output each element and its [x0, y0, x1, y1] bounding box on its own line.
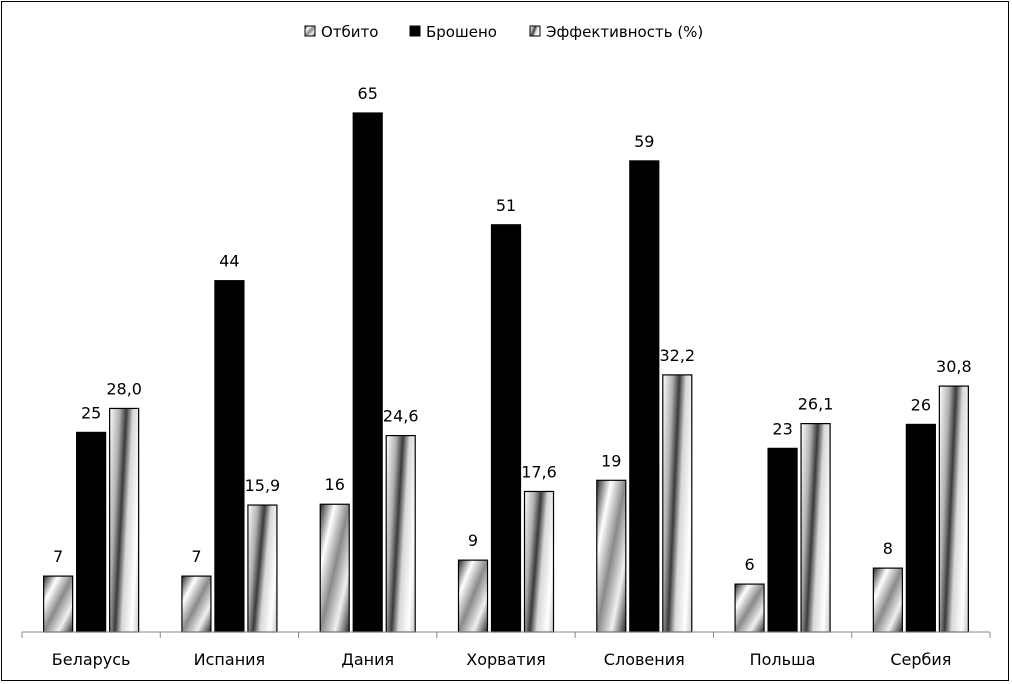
bar-1 [457, 559, 489, 633]
value-label: 9 [468, 531, 478, 550]
value-label: 28,0 [106, 379, 142, 398]
category-label: Испания [194, 650, 266, 669]
value-label: 23 [772, 419, 792, 438]
value-label: 6 [744, 555, 754, 574]
value-labels: 7 25 28,0 7 44 15,9 16 65 24,6 9 51 17,6 19 59 32,2 6 23… [53, 84, 972, 574]
category-labels: Беларусь Испания Дания Хорватия Словения Поль… [52, 650, 952, 669]
bar-2 [76, 431, 107, 633]
category-label: Дания [341, 650, 394, 669]
bar-3 [247, 504, 278, 633]
bar-1 [734, 583, 765, 633]
legend-label: Брошено [426, 23, 497, 41]
bar-1 [43, 575, 74, 633]
value-label: 7 [191, 547, 201, 566]
bar-2 [767, 447, 798, 633]
bar-1 [319, 503, 350, 633]
bar-2 [629, 160, 660, 633]
value-label: 26 [911, 395, 931, 414]
category-label: Хорватия [466, 650, 545, 669]
value-label: 17,6 [521, 462, 557, 481]
category-label: Польша [750, 650, 816, 669]
category-label: Беларусь [52, 650, 131, 669]
value-label: 32,2 [659, 346, 695, 365]
value-label: 8 [883, 539, 893, 558]
value-label: 51 [496, 196, 516, 215]
bars [43, 112, 969, 633]
legend-swatch [529, 25, 541, 37]
legend-swatch [304, 25, 316, 37]
legend-label: Отбито [321, 23, 378, 41]
bar-3 [109, 407, 140, 633]
x-ticks [21, 632, 991, 638]
legend-label: Эффективность (%) [546, 23, 703, 41]
bar-2 [490, 224, 522, 633]
bar-3 [938, 385, 969, 633]
value-label: 7 [53, 547, 63, 566]
value-label: 19 [601, 451, 621, 470]
bar-2 [214, 280, 245, 633]
category-label: Сербия [890, 650, 951, 669]
bar-1 [872, 567, 903, 633]
bar-2 [905, 423, 936, 633]
bar-3 [523, 490, 555, 633]
bar-3 [662, 374, 693, 633]
legend-swatch [409, 25, 421, 37]
bar-1 [181, 575, 212, 633]
value-label: 25 [81, 403, 101, 422]
bar-3 [800, 423, 831, 633]
bar-3 [385, 434, 416, 633]
value-label: 59 [634, 132, 654, 151]
value-label: 44 [219, 252, 239, 271]
legend: Отбито Брошено Эффективность (%) [304, 23, 703, 41]
value-label: 26,1 [798, 395, 834, 414]
value-label: 30,8 [936, 357, 972, 376]
bar-2 [352, 112, 383, 633]
category-label: Словения [604, 650, 685, 669]
bar-1 [596, 479, 627, 633]
value-label: 24,6 [383, 407, 419, 426]
value-label: 65 [358, 84, 378, 103]
value-label: 16 [325, 475, 345, 494]
value-label: 15,9 [245, 476, 281, 495]
